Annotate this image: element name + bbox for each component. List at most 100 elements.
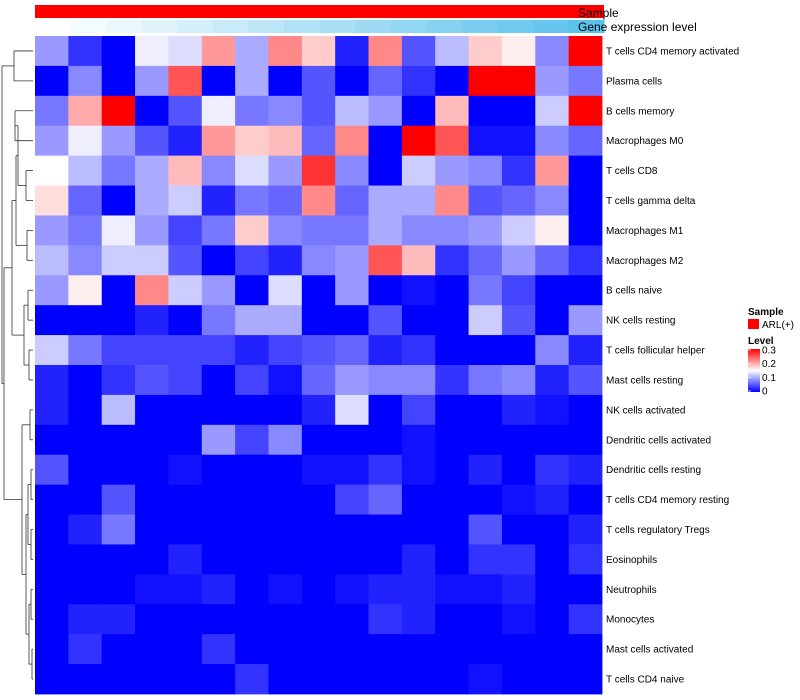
gene-expression-cell (355, 20, 392, 33)
heatmap-cell (235, 65, 269, 97)
heatmap-cell (368, 335, 403, 366)
heatmap-cell (235, 95, 269, 127)
heatmap-cell (335, 65, 369, 97)
heatmap-cell (435, 544, 469, 575)
heatmap-cell (435, 245, 469, 276)
heatmap-cell (535, 275, 570, 306)
heatmap-cell (368, 215, 403, 246)
row-label: B cells memory (606, 106, 674, 117)
heatmap-cell (435, 185, 469, 216)
heatmap-cell (201, 215, 236, 246)
heatmap-cell (368, 185, 403, 216)
heatmap-cell (235, 604, 269, 635)
gene-expression-cell (70, 20, 107, 33)
heatmap-cell (335, 36, 369, 67)
heatmap-cell (135, 95, 169, 127)
heatmap-cell (568, 664, 603, 695)
heatmap-cell (201, 634, 236, 665)
heatmap-cell (401, 125, 436, 157)
annotation-label-gene-expression: Gene expression level (578, 20, 697, 34)
heatmap-cell (501, 634, 536, 665)
heatmap-cell (335, 484, 369, 515)
heatmap-cell (501, 604, 536, 635)
heatmap-cell (168, 305, 203, 336)
heatmap-cell (335, 365, 369, 396)
gene-expression-cell (283, 20, 320, 33)
heatmap-cell (168, 155, 203, 186)
heatmap-cell (468, 245, 503, 276)
row-label: Macrophages M0 (606, 136, 684, 147)
heatmap-cell (301, 634, 336, 665)
heatmap-cell (335, 125, 369, 157)
column-annotations (35, 5, 605, 33)
heatmap-cell (201, 95, 236, 127)
heatmap-cell (535, 634, 570, 665)
heatmap-cell (501, 215, 536, 246)
heatmap-cell (235, 514, 269, 545)
heatmap-cell (535, 514, 570, 545)
heatmap-cell (535, 574, 570, 605)
heatmap-cell (368, 275, 403, 306)
heatmap-cell (301, 275, 336, 306)
heatmap-cell (168, 664, 203, 695)
heatmap-cell (301, 335, 336, 366)
gene-expression-cell (568, 20, 605, 33)
heatmap-cell (468, 215, 503, 246)
heatmap-cell (301, 125, 336, 157)
heatmap-cell (568, 365, 603, 396)
heatmap-cell (35, 95, 69, 127)
heatmap-cell (568, 215, 603, 246)
heatmap-cell (368, 424, 403, 456)
heatmap-cell (201, 36, 236, 67)
row-label: Dendritic cells resting (606, 465, 701, 476)
heatmap-cell (135, 275, 169, 306)
heatmap-cell (401, 95, 436, 127)
row-label: Macrophages M2 (606, 256, 684, 267)
heatmap-cell (68, 65, 103, 97)
gene-expression-cell (212, 20, 249, 33)
heatmap-cell (568, 634, 603, 665)
heatmap-cell (435, 95, 469, 127)
heatmap-cell (135, 574, 169, 605)
row-label: B cells naive (606, 286, 663, 297)
legend-sample-swatch (748, 319, 759, 329)
heatmap-cell (368, 484, 403, 515)
heatmap-cell (168, 365, 203, 396)
heatmap-cell (101, 424, 136, 456)
heatmap-cell (68, 365, 103, 396)
heatmap-cell (68, 514, 103, 545)
heatmap-cell (401, 335, 436, 366)
heatmap-cell (268, 95, 303, 127)
heatmap-cell (235, 335, 269, 366)
heatmap-cell (35, 155, 69, 186)
gene-expression-cell (35, 20, 72, 33)
heatmap-cell (235, 664, 269, 695)
heatmap-cell (535, 454, 570, 486)
heatmap-cell (301, 65, 336, 97)
heatmap-cell (335, 394, 369, 426)
heatmap-cell (235, 424, 269, 456)
row-label: T cells follicular helper (606, 346, 705, 357)
heatmap-cell (135, 185, 169, 216)
heatmap-cell (168, 65, 203, 97)
heatmap-cell (501, 484, 536, 515)
heatmap-cell (135, 305, 169, 336)
heatmap-cell (468, 125, 503, 157)
heatmap-cell (568, 155, 603, 186)
heatmap-cell (501, 514, 536, 545)
heatmap-cell (201, 664, 236, 695)
heatmap-cell (68, 634, 103, 665)
heatmap-cell (401, 574, 436, 605)
heatmap-cell (235, 215, 269, 246)
heatmap-cell (235, 305, 269, 336)
heatmap-cell (535, 305, 570, 336)
heatmap-cell (68, 155, 103, 186)
heatmap-cell (335, 305, 369, 336)
heatmap-cell (535, 245, 570, 276)
heatmap-cell (335, 335, 369, 366)
heatmap-cell (335, 155, 369, 186)
heatmap-cell (268, 604, 303, 635)
heatmap-cell (101, 514, 136, 545)
heatmap-cell (535, 335, 570, 366)
heatmap-cell (535, 424, 570, 456)
